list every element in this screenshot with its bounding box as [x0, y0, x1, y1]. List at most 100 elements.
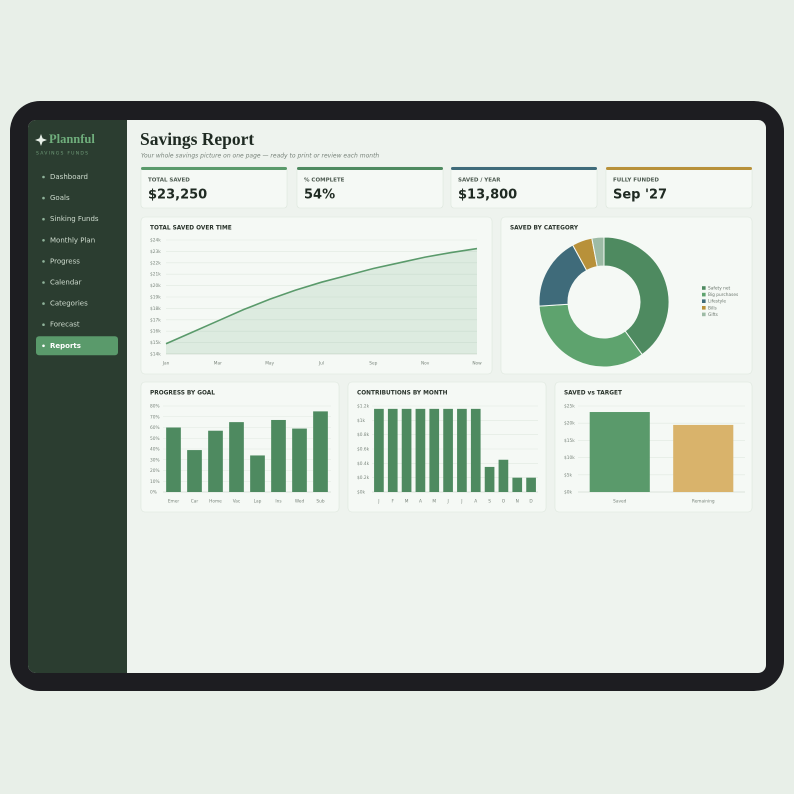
bar: [187, 450, 202, 492]
bar: [229, 422, 244, 492]
y-tick-label: $23k: [150, 249, 161, 255]
bar: [292, 428, 307, 492]
x-tick-label: Vac: [233, 499, 241, 505]
nav-item[interactable]: Sinking Funds: [50, 215, 99, 223]
legend-swatch: [702, 292, 706, 297]
x-tick-label: Ins: [275, 499, 282, 505]
bar: [498, 459, 509, 492]
bar: [166, 427, 181, 492]
y-tick-label: $24k: [150, 238, 161, 244]
nav-bullet: [42, 344, 45, 348]
x-tick-label: Remaining: [692, 499, 715, 505]
bar: [484, 466, 495, 492]
bar: [313, 411, 328, 492]
chart-title: SAVED BY CATEGORY: [510, 226, 579, 232]
y-tick-label: 60%: [150, 425, 160, 431]
y-tick-label: $22k: [150, 260, 161, 266]
bar: [443, 408, 453, 492]
x-tick-label: Wed: [295, 499, 305, 505]
y-tick-label: $20k: [150, 283, 161, 289]
nav-item[interactable]: Monthly Plan: [50, 236, 95, 244]
y-tick-label: $18k: [150, 306, 161, 312]
y-tick-label: $5k: [564, 472, 572, 478]
y-tick-label: $19k: [150, 295, 161, 301]
nav-item[interactable]: Dashboard: [50, 173, 88, 181]
nav-item[interactable]: Reports: [50, 342, 81, 350]
x-tick-label: Now: [472, 361, 482, 367]
y-tick-label: $0.2k: [357, 475, 370, 481]
nav-bullet: [42, 260, 45, 263]
nav-bullet: [42, 175, 45, 179]
legend-label: Big purchases: [708, 292, 739, 298]
bar: [387, 408, 398, 492]
y-tick-label: $1k: [357, 418, 365, 424]
y-tick-label: $16k: [150, 329, 161, 335]
nav-item[interactable]: Goals: [50, 194, 70, 202]
x-tick-label: Lap: [254, 499, 262, 505]
bar: [271, 419, 286, 492]
chart-title: TOTAL SAVED OVER TIME: [150, 226, 232, 232]
nav-bullet: [42, 302, 45, 305]
legend-label: Lifestyle: [708, 299, 726, 305]
x-tick-label: D: [529, 499, 533, 505]
y-tick-label: $0k: [357, 490, 365, 496]
kpi-stripe: [297, 167, 443, 170]
x-tick-label: May: [265, 361, 274, 367]
chart-panel: [140, 216, 493, 375]
y-tick-label: $0k: [564, 490, 572, 496]
y-tick-label: 30%: [150, 457, 160, 463]
x-tick-label: Mar: [214, 361, 222, 367]
nav-item[interactable]: Categories: [50, 300, 88, 308]
bar: [589, 412, 650, 492]
x-tick-label: Sep: [369, 361, 377, 367]
brand: Plannful: [49, 132, 95, 146]
nav: Dashboard Goals Sinking Funds Monthly Plan P…: [36, 173, 118, 356]
y-tick-label: $0.6k: [357, 447, 370, 453]
legend-swatch: [702, 312, 706, 317]
nav-item[interactable]: Forecast: [50, 321, 80, 329]
donut-slice: [538, 303, 643, 368]
bar: [470, 408, 481, 492]
y-tick-label: $15k: [564, 438, 575, 444]
line: [165, 247, 478, 345]
kpi-label: TOTAL SAVED: [148, 178, 190, 184]
y-tick-label: 10%: [150, 479, 160, 485]
nav-bullet: [42, 281, 45, 284]
nav-item[interactable]: Progress: [50, 257, 80, 265]
x-tick-label: A: [419, 499, 422, 505]
kpi-stripe: [451, 167, 597, 170]
kpi-value: $13,800: [458, 188, 517, 203]
bar: [457, 408, 467, 492]
kpi-stripe: [606, 167, 752, 170]
kpi-label: FULLY FUNDED: [613, 178, 659, 184]
nav-bullet: [42, 217, 45, 221]
y-tick-label: $17k: [150, 317, 161, 323]
x-tick-label: M: [432, 499, 436, 505]
nav-item[interactable]: Calendar: [50, 279, 82, 287]
legend-swatch: [702, 299, 706, 303]
donut-slice: [591, 236, 605, 268]
x-tick-label: J: [460, 499, 462, 505]
x-tick-label: N: [516, 499, 519, 505]
x-tick-label: O: [502, 499, 506, 505]
y-tick-label: $10k: [564, 455, 575, 461]
y-tick-label: $15k: [150, 340, 161, 346]
tagline: SAVINGS FUNDS: [36, 151, 89, 157]
x-tick-label: Car: [191, 499, 199, 505]
bar: [208, 430, 223, 492]
y-tick-label: $1.2k: [357, 404, 370, 410]
bar: [526, 477, 536, 492]
bar: [250, 455, 265, 492]
x-tick-label: J: [446, 499, 448, 505]
bar: [512, 477, 523, 492]
page-title: Savings Report: [140, 129, 254, 149]
donut-slice: [603, 236, 670, 356]
y-tick-label: $0.8k: [357, 432, 370, 438]
x-tick-label: Jul: [318, 361, 324, 367]
page-subtitle: Your whole savings picture on one page —…: [141, 153, 379, 160]
y-tick-label: 0%: [150, 490, 157, 496]
nav-bullet: [42, 323, 45, 327]
nav-active: [36, 336, 118, 356]
nav-bullet: [42, 239, 45, 242]
